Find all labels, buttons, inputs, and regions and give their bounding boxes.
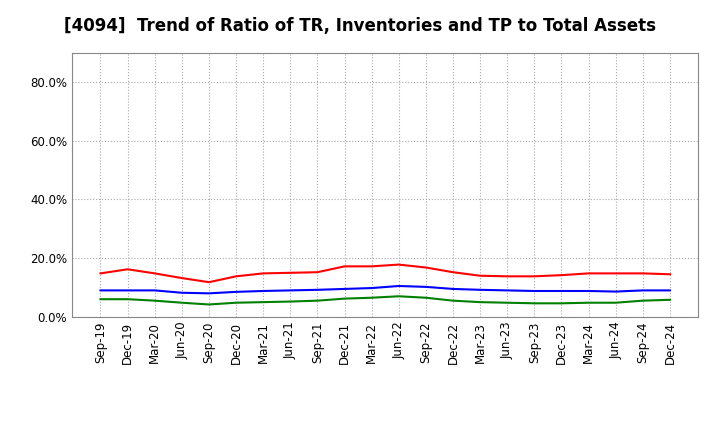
Text: [4094]  Trend of Ratio of TR, Inventories and TP to Total Assets: [4094] Trend of Ratio of TR, Inventories… (64, 18, 656, 35)
Inventories (557, 288, 566, 293)
Trade Payables (313, 298, 322, 303)
Trade Payables (639, 298, 647, 303)
Inventories (286, 288, 294, 293)
Trade Payables (123, 297, 132, 302)
Trade Payables (665, 297, 674, 302)
Trade Payables (584, 300, 593, 305)
Trade Receivables (421, 265, 430, 270)
Trade Receivables (557, 272, 566, 278)
Inventories (665, 288, 674, 293)
Inventories (503, 288, 511, 293)
Trade Payables (503, 300, 511, 305)
Trade Receivables (367, 264, 376, 269)
Inventories (178, 290, 186, 295)
Line: Trade Payables: Trade Payables (101, 296, 670, 304)
Inventories (639, 288, 647, 293)
Trade Payables (476, 300, 485, 305)
Trade Receivables (123, 267, 132, 272)
Trade Receivables (665, 271, 674, 277)
Trade Payables (286, 299, 294, 304)
Inventories (476, 287, 485, 293)
Trade Receivables (232, 274, 240, 279)
Trade Receivables (341, 264, 349, 269)
Inventories (96, 288, 105, 293)
Inventories (313, 287, 322, 293)
Trade Receivables (584, 271, 593, 276)
Trade Payables (96, 297, 105, 302)
Trade Payables (395, 293, 403, 299)
Trade Payables (557, 301, 566, 306)
Trade Payables (449, 298, 457, 303)
Trade Receivables (259, 271, 268, 276)
Inventories (421, 284, 430, 290)
Inventories (341, 286, 349, 292)
Trade Receivables (503, 274, 511, 279)
Inventories (204, 291, 213, 296)
Trade Receivables (313, 270, 322, 275)
Trade Payables (232, 300, 240, 305)
Trade Payables (259, 300, 268, 305)
Inventories (232, 289, 240, 294)
Trade Receivables (611, 271, 620, 276)
Inventories (395, 283, 403, 289)
Trade Receivables (286, 270, 294, 275)
Inventories (449, 286, 457, 292)
Trade Receivables (96, 271, 105, 276)
Trade Payables (611, 300, 620, 305)
Inventories (123, 288, 132, 293)
Trade Receivables (204, 279, 213, 285)
Inventories (367, 286, 376, 291)
Trade Payables (178, 300, 186, 305)
Inventories (150, 288, 159, 293)
Inventories (584, 288, 593, 293)
Trade Receivables (449, 270, 457, 275)
Trade Receivables (476, 273, 485, 279)
Trade Payables (204, 302, 213, 307)
Trade Payables (421, 295, 430, 301)
Trade Receivables (395, 262, 403, 267)
Trade Receivables (530, 274, 539, 279)
Line: Trade Receivables: Trade Receivables (101, 264, 670, 282)
Trade Receivables (178, 275, 186, 281)
Line: Inventories: Inventories (101, 286, 670, 293)
Trade Payables (341, 296, 349, 301)
Trade Receivables (150, 271, 159, 276)
Trade Payables (150, 298, 159, 303)
Inventories (530, 288, 539, 293)
Trade Receivables (639, 271, 647, 276)
Trade Payables (530, 301, 539, 306)
Inventories (259, 288, 268, 293)
Inventories (611, 289, 620, 294)
Trade Payables (367, 295, 376, 301)
